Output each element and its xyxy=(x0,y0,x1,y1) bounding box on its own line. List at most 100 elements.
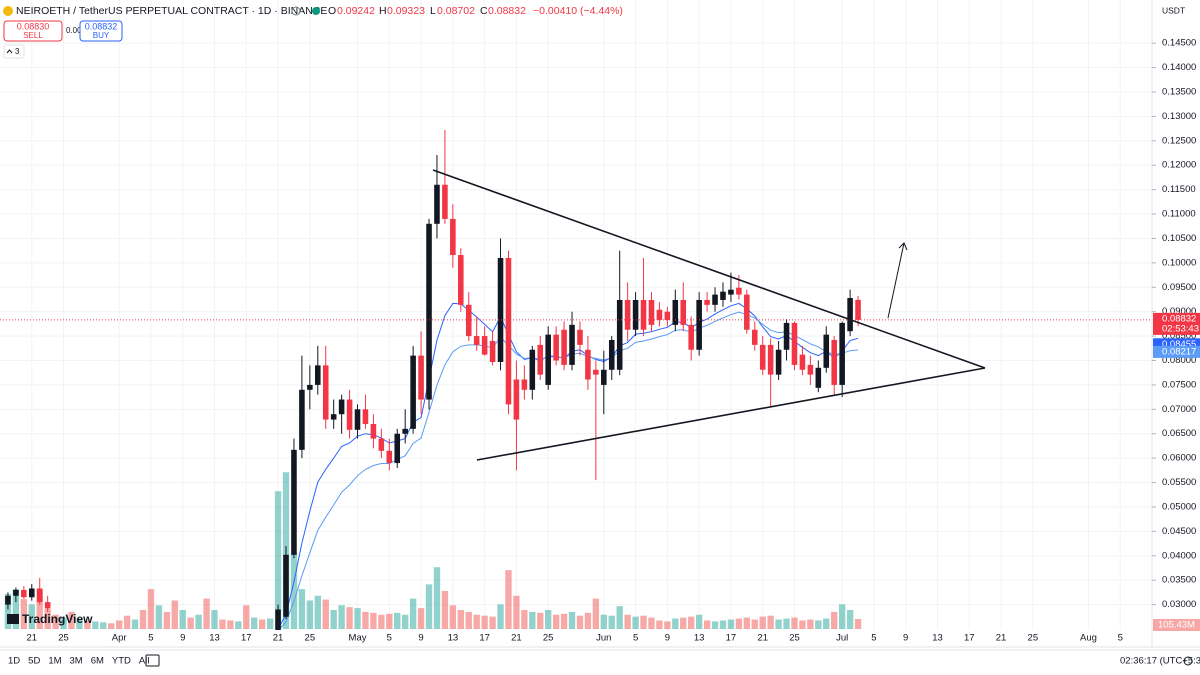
candle-body xyxy=(648,299,655,325)
volume-bar xyxy=(703,620,711,629)
volume-label: 105.43M xyxy=(1158,620,1195,631)
volume-bar xyxy=(449,605,457,629)
volume-bar xyxy=(711,621,719,629)
indicators-toggle[interactable] xyxy=(3,44,25,59)
candle-body xyxy=(410,355,416,429)
volume-bar xyxy=(473,614,480,629)
candle-body xyxy=(744,294,750,330)
candle-body xyxy=(394,433,401,464)
volume-bar xyxy=(68,611,75,629)
candle-body xyxy=(521,379,528,390)
x-tick-label: 21 xyxy=(996,633,1007,644)
volume-bar xyxy=(648,617,655,629)
volume-bar xyxy=(568,611,576,629)
y-tick-label: 0.12000 xyxy=(1162,160,1196,171)
candle-body xyxy=(823,334,830,368)
x-tick-label: 9 xyxy=(418,633,423,644)
candle-body xyxy=(458,255,464,305)
sell-button[interactable] xyxy=(3,20,63,42)
candle-body xyxy=(696,299,702,350)
toolbar: 1D 5D 1M 3M 6M YTD All xyxy=(8,656,149,667)
volume-bar xyxy=(306,600,314,629)
volume-bar xyxy=(743,617,750,629)
candle-body xyxy=(481,336,488,355)
volume-bar xyxy=(807,619,814,629)
y-tick-label: 0.04000 xyxy=(1162,550,1196,561)
ohlc-value: 0.09242 xyxy=(337,5,375,17)
volume-bar xyxy=(4,593,12,629)
candle-body xyxy=(354,409,361,430)
ohlc-value: 0.09323 xyxy=(387,5,425,17)
y-tick-label: 0.09500 xyxy=(1162,282,1196,293)
volume-bar xyxy=(235,621,242,629)
x-tick-label: 13 xyxy=(694,633,705,644)
range-button[interactable]: 5D xyxy=(28,656,40,667)
range-button[interactable]: 6M xyxy=(91,656,104,667)
x-tick-label: 17 xyxy=(726,633,737,644)
volume-bar xyxy=(640,615,647,629)
volume-bar xyxy=(481,615,488,629)
candle-body xyxy=(783,322,790,350)
candle-body xyxy=(759,344,766,370)
buy-price: 0.08832 xyxy=(85,21,118,31)
volume-bar xyxy=(362,611,369,629)
candle-body xyxy=(847,298,853,332)
candle-body xyxy=(465,304,472,337)
volume-bar xyxy=(560,613,568,629)
volume-bar xyxy=(155,605,163,629)
volume-bar xyxy=(298,589,306,629)
volume-bar xyxy=(243,605,250,629)
ma-price-box xyxy=(1153,345,1200,358)
candle-body xyxy=(815,367,822,388)
candle-body xyxy=(585,349,591,380)
volume-bar xyxy=(274,491,282,629)
settings-button[interactable] xyxy=(1183,656,1193,666)
x-tick-label: 13 xyxy=(932,633,943,644)
x-tick-label: 5 xyxy=(871,633,876,644)
hide-button[interactable] xyxy=(291,6,301,16)
range-button[interactable]: All xyxy=(139,656,150,667)
sell-label: SELL xyxy=(23,31,43,40)
buy-button[interactable] xyxy=(79,20,123,42)
range-button[interactable]: 1D xyxy=(8,656,20,667)
candle-body xyxy=(791,322,798,365)
candle-body xyxy=(608,339,615,370)
volume-bar xyxy=(783,618,790,629)
candle-body xyxy=(362,409,369,424)
volume-bar xyxy=(187,617,194,629)
candle-body xyxy=(720,291,726,300)
x-tick-label: 9 xyxy=(903,633,908,644)
volume-bar xyxy=(735,618,743,629)
volume-bar xyxy=(378,614,385,629)
date-range-button[interactable] xyxy=(145,654,160,667)
upper-trendline xyxy=(432,169,986,369)
volume-bar xyxy=(147,589,155,629)
x-tick-label: Aug xyxy=(1080,633,1097,644)
volume-bar xyxy=(203,598,210,629)
symbol-icon xyxy=(3,6,13,16)
volume-bar xyxy=(20,599,28,629)
volume-bar xyxy=(854,618,862,629)
x-tick-label: 5 xyxy=(1118,633,1123,644)
market-status xyxy=(312,7,320,15)
range-button[interactable]: YTD xyxy=(112,656,131,667)
range-button[interactable]: 1M xyxy=(48,656,61,667)
volume-bar xyxy=(219,619,226,629)
last-price-box xyxy=(1153,312,1200,335)
volume-bar xyxy=(92,621,99,629)
candle-body xyxy=(593,369,599,375)
range-button[interactable]: 3M xyxy=(70,656,83,667)
volume-bar xyxy=(417,608,425,629)
indicator-count: 3 xyxy=(15,47,20,56)
candle-body xyxy=(291,449,297,555)
volume-bar xyxy=(727,619,735,629)
volume-bar xyxy=(592,598,600,629)
candle-body xyxy=(513,379,520,420)
x-tick-label: 25 xyxy=(305,633,316,644)
ohlc-label: O xyxy=(328,5,336,17)
x-tick-label: 9 xyxy=(665,633,670,644)
moving-average xyxy=(278,311,859,630)
candle-body xyxy=(299,389,305,450)
x-tick-label: Apr xyxy=(112,633,127,644)
candle-body xyxy=(13,589,19,596)
